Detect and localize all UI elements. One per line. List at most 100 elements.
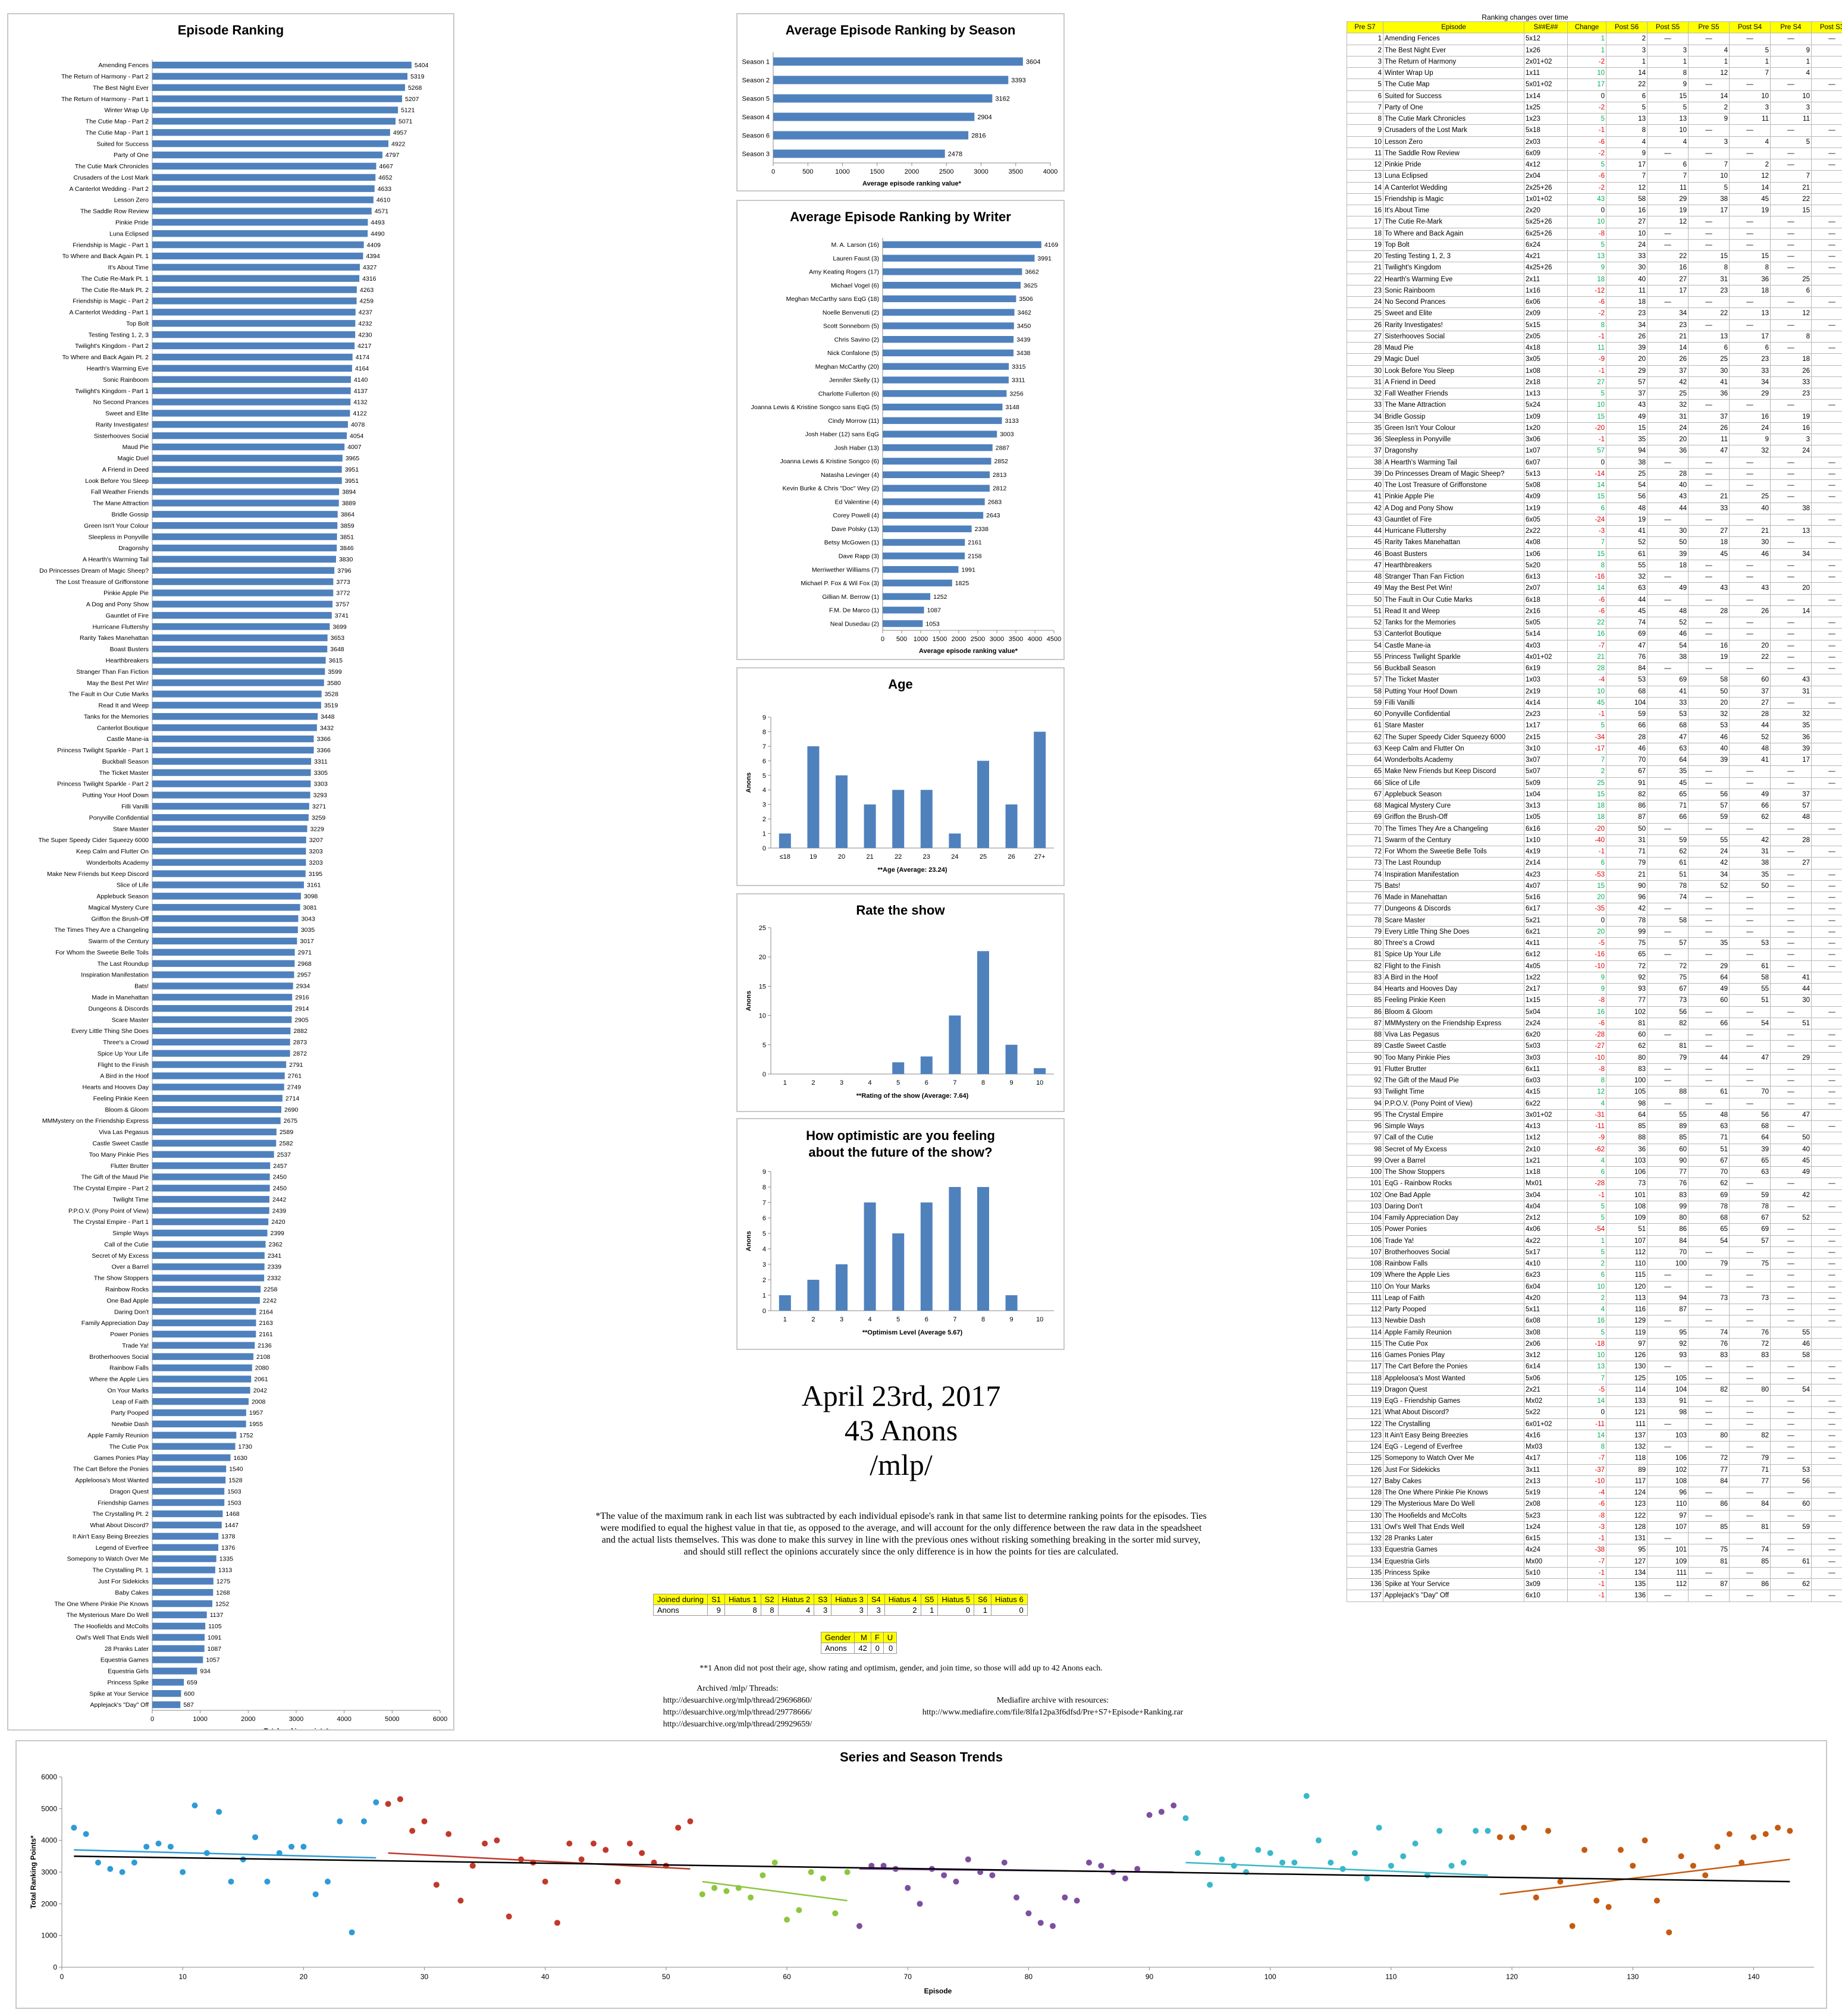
table-cell: 113 [1606, 1292, 1648, 1305]
table-cell: 46 [1647, 628, 1689, 640]
category-label: Rarity Investigates! [96, 421, 149, 428]
x-tick-label: 25 [980, 853, 987, 861]
value-label: 2852 [994, 458, 1009, 465]
table-cell: 10 [1811, 353, 1842, 366]
bar [152, 1533, 219, 1540]
table-cell: — [1770, 1486, 1812, 1499]
table-cell: -1 [1567, 433, 1606, 446]
bar [152, 376, 351, 383]
table-cell: 67 [1729, 1211, 1771, 1224]
table-cell: — [1770, 1097, 1812, 1110]
table-cell: 71 [1688, 1132, 1730, 1144]
ranking-changes-table: Ranking changes over time Pre S7 Episode S… [1347, 13, 1842, 1602]
table-cell: 25 [1688, 353, 1730, 366]
bar [883, 336, 1014, 343]
table-cell: 118 [1347, 1372, 1383, 1384]
value-label: 2158 [968, 553, 982, 560]
table-cell: — [1770, 628, 1812, 640]
table-cell: — [1770, 1590, 1812, 1602]
table-cell: 91 [1647, 1395, 1689, 1408]
table-cell: 61 [1688, 1086, 1730, 1098]
table-cell: 133 [1606, 1395, 1648, 1408]
table-cell: 59 [1729, 1189, 1771, 1201]
table-cell: -11 [1567, 1120, 1606, 1133]
bar [152, 1566, 215, 1574]
table-cell: — [1647, 1361, 1689, 1373]
table-cell: 20 [1729, 639, 1771, 652]
value-label: 4493 [371, 219, 385, 226]
table-row: 105 Power Ponies 4x06 -54 51 86 65 69— — [1347, 1223, 1842, 1236]
table-cell: — [1729, 1028, 1771, 1041]
y-tick-label: 2 [762, 1277, 766, 1284]
bar [773, 112, 975, 121]
table-cell: The Last Roundup [1383, 857, 1524, 869]
joined-table-wrap: Joined during S1 Hiatus 1 S2 Hiatus 2 S3 Hiatu… [652, 1594, 1028, 1616]
value-label: 4610 [376, 197, 391, 204]
table-cell: The Saddle Row Review [1383, 147, 1524, 160]
x-tick-label: 4500 [1047, 636, 1061, 643]
x-tick-label: 60 [783, 1973, 791, 1981]
table-cell: The Best Night Ever [1383, 44, 1524, 56]
table-cell: — [1770, 914, 1812, 927]
category-label: Meghan McCarthy sans EqG (18) [786, 296, 879, 303]
table-cell: 53 [1811, 1337, 1842, 1351]
table-cell: The Ticket Master [1383, 674, 1524, 686]
table-cell: — [1688, 628, 1730, 640]
table-cell: The Cutie Map [1383, 78, 1524, 91]
category-label: The Cutie Mark Chronicles [75, 163, 149, 170]
season-trend-line [1185, 1861, 1488, 1876]
x-axis-title: Average episode ranking value* [862, 180, 962, 187]
table-cell: — [1688, 891, 1730, 904]
table-cell: 102 [1647, 1464, 1689, 1476]
table-cell: 54 [1811, 1326, 1842, 1339]
table-cell: 98 [1347, 1143, 1383, 1155]
table-cell: Suited for Success [1383, 90, 1524, 102]
value-label: 3293 [313, 792, 328, 799]
table-cell: — [1688, 78, 1730, 91]
table-cell: — [1811, 1486, 1842, 1499]
table-cell: — [1688, 479, 1730, 492]
category-label: Brotherhooves Social [89, 1354, 149, 1361]
table-cell: — [1811, 479, 1842, 492]
table-cell: — [1647, 1028, 1689, 1041]
archived-link-2[interactable]: http://desuarchive.org/mlp/thread/297786… [663, 1708, 812, 1717]
table-cell: Fall Weather Friends [1383, 387, 1524, 400]
mediafire-link[interactable]: http://www.mediafire.com/file/8lfa12pa3f… [922, 1708, 1184, 1717]
table-cell: — [1770, 1063, 1812, 1076]
data-point [300, 1844, 307, 1850]
table-cell: 15 [1729, 250, 1771, 263]
data-point [1545, 1827, 1552, 1834]
table-cell: 57 [1647, 937, 1689, 950]
value-label: 4232 [358, 320, 372, 327]
table-cell: 4x13 [1524, 1120, 1568, 1133]
archived-link-1[interactable]: http://desuarchive.org/mlp/thread/296968… [663, 1696, 812, 1705]
value-label: 1630 [233, 1455, 247, 1462]
survey-anons: 43 Anons [844, 1414, 958, 1447]
table-cell: 16 [1606, 204, 1648, 217]
table-cell: — [1811, 765, 1842, 778]
table-cell: 5x10 [1524, 1566, 1568, 1579]
table-cell: 14 [1347, 181, 1383, 194]
table-cell: 4x21 [1524, 250, 1568, 263]
bar [152, 320, 356, 327]
table-cell: — [1647, 238, 1689, 252]
value-label: 2080 [255, 1365, 269, 1372]
table-cell: — [1770, 949, 1812, 961]
table-cell: 27 [1770, 857, 1812, 869]
table-cell: — [1729, 216, 1771, 228]
archived-link-3[interactable]: http://desuarchive.org/mlp/thread/299296… [663, 1720, 812, 1729]
table-cell: 21 [1567, 651, 1606, 664]
category-label: Season 6 [742, 132, 770, 139]
table-cell: 71 [1606, 845, 1648, 858]
category-label: Dragonshy [118, 545, 149, 552]
value-label: 2332 [267, 1275, 281, 1282]
bar [779, 833, 791, 848]
category-label: Legend of Everfree [96, 1544, 149, 1552]
table-cell: 20 [1688, 696, 1730, 709]
table-cell: 10 [1567, 399, 1606, 412]
table-cell: 3x07 [1524, 753, 1568, 767]
table-cell: — [1729, 1590, 1771, 1602]
table-cell: 1x05 [1524, 811, 1568, 824]
table-cell: 14 [1811, 44, 1842, 56]
